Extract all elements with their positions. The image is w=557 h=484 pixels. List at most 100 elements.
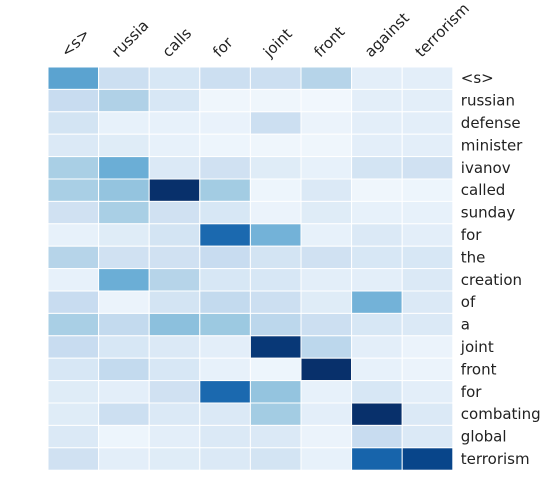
y-tick-label: for <box>461 383 482 401</box>
heatmap-cell-13-0 <box>47 357 100 382</box>
heatmap-cell-12-6 <box>351 335 403 359</box>
heatmap-cell-14-0 <box>47 380 100 404</box>
heatmap-cell-15-0 <box>47 402 100 426</box>
heatmap-cell-3-4 <box>249 133 302 158</box>
heatmap-cell-16-0 <box>47 424 100 449</box>
heatmap-cell-8-5 <box>300 245 353 270</box>
heatmap-cell-15-2 <box>148 402 201 426</box>
heatmap-cell-1-1 <box>98 88 150 113</box>
heatmap-cell-5-0 <box>47 178 100 202</box>
heatmap-cell-5-2 <box>148 178 201 202</box>
heatmap-cell-5-5 <box>300 178 353 202</box>
y-tick-label: the <box>461 248 486 266</box>
heatmap-cell-14-2 <box>148 380 201 404</box>
y-tick-label: combating <box>461 405 541 423</box>
heatmap-cell-10-0 <box>47 290 100 314</box>
heatmap-cell-13-6 <box>351 357 403 382</box>
x-tick-label: against <box>361 9 413 61</box>
x-tick-label: terrorism <box>412 0 473 61</box>
heatmap-cell-2-4 <box>249 111 302 135</box>
heatmap-cell-8-7 <box>401 245 454 270</box>
heatmap-cell-10-7 <box>401 290 454 314</box>
y-tick-label: front <box>461 360 497 378</box>
heatmap-cell-17-5 <box>300 447 353 471</box>
heatmap-cell-8-2 <box>148 245 201 270</box>
heatmap-cell-3-0 <box>47 133 100 158</box>
heatmap-cell-9-5 <box>300 268 353 292</box>
x-tick-label: russia <box>108 17 152 61</box>
heatmap-cell-16-2 <box>148 424 201 449</box>
heatmap-cell-0-5 <box>300 66 353 90</box>
heatmap-cell-15-5 <box>300 402 353 426</box>
heatmap-cell-7-7 <box>401 223 454 247</box>
y-tick-label: called <box>461 181 506 199</box>
heatmap-cell-1-0 <box>47 88 100 113</box>
heatmap-cell-4-5 <box>300 156 353 180</box>
heatmap-cell-8-0 <box>47 245 100 270</box>
heatmap-cell-2-2 <box>148 111 201 135</box>
heatmap-cell-2-1 <box>98 111 150 135</box>
heatmap-cell-0-0 <box>47 66 100 90</box>
heatmap-cell-0-7 <box>401 66 454 90</box>
heatmap-cell-11-6 <box>351 312 403 337</box>
heatmap-cell-5-7 <box>401 178 454 202</box>
heatmap-cell-5-3 <box>199 178 251 202</box>
heatmap-cell-1-4 <box>249 88 302 113</box>
heatmap-cell-7-0 <box>47 223 100 247</box>
heatmap-cell-11-1 <box>98 312 150 337</box>
heatmap-cell-2-0 <box>47 111 100 135</box>
heatmap-cell-1-3 <box>199 88 251 113</box>
heatmap-cell-3-6 <box>351 133 403 158</box>
heatmap-cell-0-6 <box>351 66 403 90</box>
heatmap-cell-0-3 <box>199 66 251 90</box>
heatmap-cell-6-0 <box>47 200 100 225</box>
heatmap-cell-7-3 <box>199 223 251 247</box>
heatmap-cell-5-6 <box>351 178 403 202</box>
heatmap-cell-4-2 <box>148 156 201 180</box>
heatmap-cell-15-7 <box>401 402 454 426</box>
y-tick-label: sunday <box>461 204 516 222</box>
heatmap-cell-5-4 <box>249 178 302 202</box>
heatmap-cell-3-5 <box>300 133 353 158</box>
heatmap-cell-16-1 <box>98 424 150 449</box>
heatmap-cell-15-6 <box>351 402 403 426</box>
heatmap-cell-3-1 <box>98 133 150 158</box>
y-tick-labels: <s> russian defense minister ivanov called sun… <box>460 69 541 468</box>
y-tick-label: russian <box>461 92 515 110</box>
heatmap-cell-3-2 <box>148 133 201 158</box>
heatmap-cell-14-4 <box>249 380 302 404</box>
y-tick-label: a <box>461 316 470 334</box>
y-tick-label: for <box>461 226 482 244</box>
heatmap-cell-12-0 <box>47 335 100 359</box>
heatmap-cell-17-6 <box>351 447 403 471</box>
heatmap-cell-4-3 <box>199 156 251 180</box>
heatmap-cell-12-1 <box>98 335 150 359</box>
heatmap-cell-9-0 <box>47 268 100 292</box>
heatmap-cell-10-3 <box>199 290 251 314</box>
heatmap-cell-15-4 <box>249 402 302 426</box>
heatmap-cell-8-1 <box>98 245 150 270</box>
heatmap-cell-13-3 <box>199 357 251 382</box>
heatmap-cell-6-5 <box>300 200 353 225</box>
heatmap-cell-2-5 <box>300 111 353 135</box>
heatmap-cell-13-4 <box>249 357 302 382</box>
heatmap-cells <box>47 66 454 471</box>
heatmap-cell-2-7 <box>401 111 454 135</box>
heatmap-cell-1-7 <box>401 88 454 113</box>
heatmap-cell-7-4 <box>249 223 302 247</box>
y-tick-label: joint <box>460 338 494 356</box>
heatmap-cell-3-3 <box>199 133 251 158</box>
heatmap-cell-11-4 <box>249 312 302 337</box>
heatmap-cell-17-2 <box>148 447 201 471</box>
heatmap-cell-11-0 <box>47 312 100 337</box>
y-tick-label: minister <box>461 136 523 154</box>
heatmap-cell-16-6 <box>351 424 403 449</box>
heatmap-cell-0-4 <box>249 66 302 90</box>
heatmap-cell-10-2 <box>148 290 201 314</box>
heatmap-cell-6-1 <box>98 200 150 225</box>
heatmap-cell-8-3 <box>199 245 251 270</box>
heatmap-cell-4-4 <box>249 156 302 180</box>
heatmap-cell-7-5 <box>300 223 353 247</box>
heatmap-cell-10-6 <box>351 290 403 314</box>
heatmap-cell-0-2 <box>148 66 201 90</box>
